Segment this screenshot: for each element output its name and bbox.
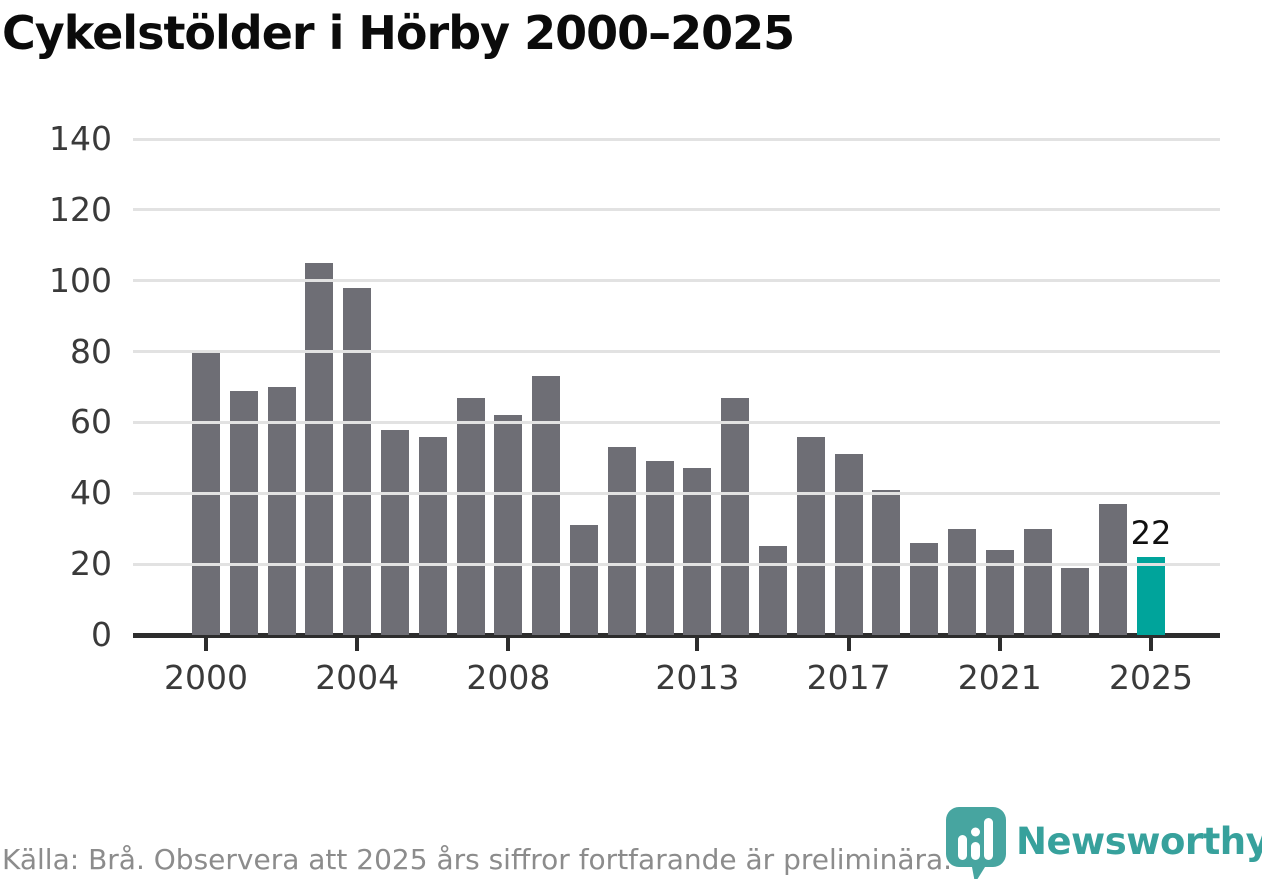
bar-2011 <box>607 447 636 635</box>
gridline-y-80 <box>133 350 1220 354</box>
gridline-y-100 <box>133 279 1220 283</box>
x-axis-tick-label: 2000 <box>164 658 248 697</box>
bar-2022 <box>1023 528 1052 635</box>
bar-2018 <box>872 489 901 635</box>
y-axis-tick-label: 0 <box>91 615 112 654</box>
x-axis-tick-label: 2021 <box>957 658 1042 697</box>
bar-2002 <box>267 387 296 635</box>
highlight-value-label: 22 <box>1130 514 1172 553</box>
bar-2007 <box>456 397 485 635</box>
x-axis-tick-label: 2013 <box>655 658 740 697</box>
y-axis-tick-label: 80 <box>70 331 112 371</box>
x-axis-tick-2013 <box>695 638 700 651</box>
newsworthy-bar-chart-bubble-icon <box>944 806 1008 879</box>
bar-2024 <box>1099 503 1128 635</box>
bar-2019 <box>910 542 939 635</box>
gridline-y-140 <box>133 137 1220 141</box>
gridline-y-120 <box>133 208 1220 212</box>
gridline-y-20 <box>133 562 1220 566</box>
bar-2006 <box>418 436 447 635</box>
bar-2005 <box>381 429 409 635</box>
x-axis-tick-2017 <box>846 638 851 651</box>
source-note: Källa: Brå. Observera att 2025 års siffr… <box>2 843 953 876</box>
bar-2003 <box>305 263 334 635</box>
y-axis-tick-label: 100 <box>49 260 112 300</box>
gridline-y-40 <box>133 491 1220 495</box>
gridline-y-60 <box>133 420 1220 424</box>
bar-2001 <box>229 390 258 635</box>
newsworthy-logo: Newsworthy <box>944 806 1262 879</box>
bar-2010 <box>570 525 598 635</box>
x-axis-line <box>133 633 1220 638</box>
bar-2016 <box>796 436 825 635</box>
bar-2023 <box>1061 567 1090 635</box>
bar-2008 <box>494 415 523 635</box>
y-axis-tick-label: 60 <box>70 402 112 442</box>
x-axis-tick-label: 2025 <box>1109 658 1193 697</box>
x-axis-tick-label: 2004 <box>315 658 400 697</box>
x-axis-tick-label: 2017 <box>806 658 891 697</box>
chart-title: Cykelstölder i Hörby 2000–2025 <box>2 6 795 60</box>
x-axis-tick-2004 <box>355 638 360 651</box>
x-axis-tick-label: 2008 <box>466 658 551 697</box>
y-axis-tick-label: 120 <box>49 189 112 229</box>
bar-highlight-2025 <box>1137 557 1165 635</box>
bar-2015 <box>759 546 787 635</box>
y-axis-tick-label: 40 <box>70 473 112 513</box>
y-axis-tick-label: 20 <box>70 544 112 584</box>
bar-2009 <box>532 376 561 635</box>
bar-2012 <box>645 461 674 635</box>
x-axis-tick-2000 <box>204 638 208 651</box>
bar-2020 <box>948 528 976 635</box>
newsworthy-wordmark: Newsworthy <box>1016 820 1262 863</box>
bar-2017 <box>834 454 863 635</box>
x-axis-tick-2025 <box>1149 638 1153 651</box>
x-axis-tick-2021 <box>997 638 1002 651</box>
bar-2014 <box>721 397 750 635</box>
bar-2004 <box>343 287 372 635</box>
x-axis-tick-2008 <box>506 638 511 651</box>
y-axis-tick-label: 140 <box>49 119 112 158</box>
bar-2013 <box>683 468 712 635</box>
